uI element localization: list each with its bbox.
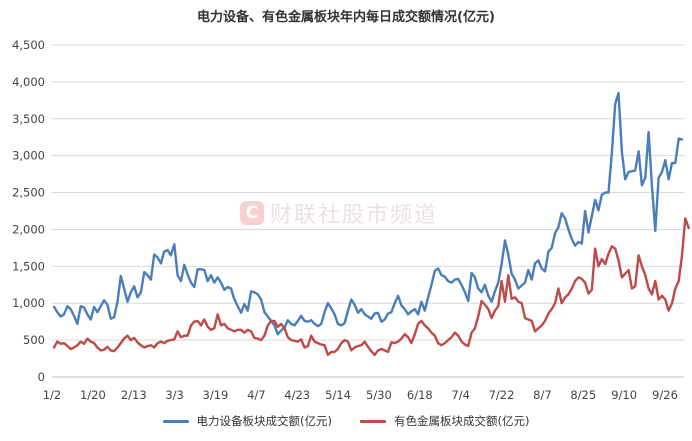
x-tick-label: 4/7 <box>247 388 266 402</box>
x-tick-label: 8/25 <box>570 388 596 402</box>
y-tick-label: 3,000 <box>12 149 45 163</box>
x-tick-label: 6/18 <box>407 388 433 402</box>
y-axis-ticks: 0 500 1,000 1,500 2,000 2,500 3,000 3,500 4,000 4… <box>12 38 45 384</box>
x-tick-label: 7/4 <box>451 388 470 402</box>
y-tick-label: 1,000 <box>12 296 45 310</box>
y-tick-label: 0 <box>38 370 45 384</box>
y-tick-label: 4,500 <box>12 38 45 52</box>
x-tick-label: 3/3 <box>165 388 184 402</box>
x-tick-label: 1/20 <box>80 388 106 402</box>
x-tick-label: 9/10 <box>611 388 637 402</box>
x-tick-label: 3/19 <box>203 388 229 402</box>
x-axis-ticks: 1/2 1/20 2/13 3/3 3/19 4/7 4/23 5/14 5/30 6/18 7/4… <box>43 388 678 402</box>
y-tick-label: 500 <box>23 333 45 347</box>
y-tick-label: 3,500 <box>12 112 45 126</box>
x-tick-label: 8/7 <box>533 388 552 402</box>
legend-swatch-series-1 <box>162 419 189 423</box>
y-tick-label: 2,500 <box>12 186 45 200</box>
x-tick-label: 5/14 <box>325 388 351 402</box>
watermark-logo-icon: C <box>240 201 264 225</box>
x-tick-label: 7/22 <box>489 388 515 402</box>
series-line-2 <box>52 217 690 357</box>
legend-label-series-1: 电力设备板块成交额(亿元) <box>196 414 332 428</box>
x-tick-label: 1/2 <box>43 388 62 402</box>
x-tick-label: 9/26 <box>652 388 678 402</box>
chart-title: 电力设备、有色金属板块年内每日成交额情况(亿元) <box>197 10 495 25</box>
x-tick-label: 4/23 <box>284 388 310 402</box>
legend: 电力设备板块成交额(亿元) 有色金属板块成交额(亿元) <box>0 413 692 429</box>
legend-swatch-series-2 <box>360 419 386 423</box>
legend-item-series-1: 电力设备板块成交额(亿元) <box>162 413 332 429</box>
watermark-text: 财联社股市频道 <box>270 203 439 228</box>
series-line-1 <box>52 91 684 336</box>
series-lines <box>52 91 690 357</box>
x-tick-label: 2/13 <box>121 388 147 402</box>
watermark: C 财联社股市频道 <box>240 197 438 229</box>
x-tick-label: 5/30 <box>366 388 392 402</box>
grid-lines <box>52 44 684 378</box>
y-tick-label: 4,000 <box>12 75 45 89</box>
legend-item-series-2: 有色金属板块成交额(亿元) <box>360 413 529 429</box>
y-tick-label: 2,000 <box>12 222 45 236</box>
y-tick-label: 1,500 <box>12 259 45 273</box>
legend-label-series-2: 有色金属板块成交额(亿元) <box>394 414 530 428</box>
